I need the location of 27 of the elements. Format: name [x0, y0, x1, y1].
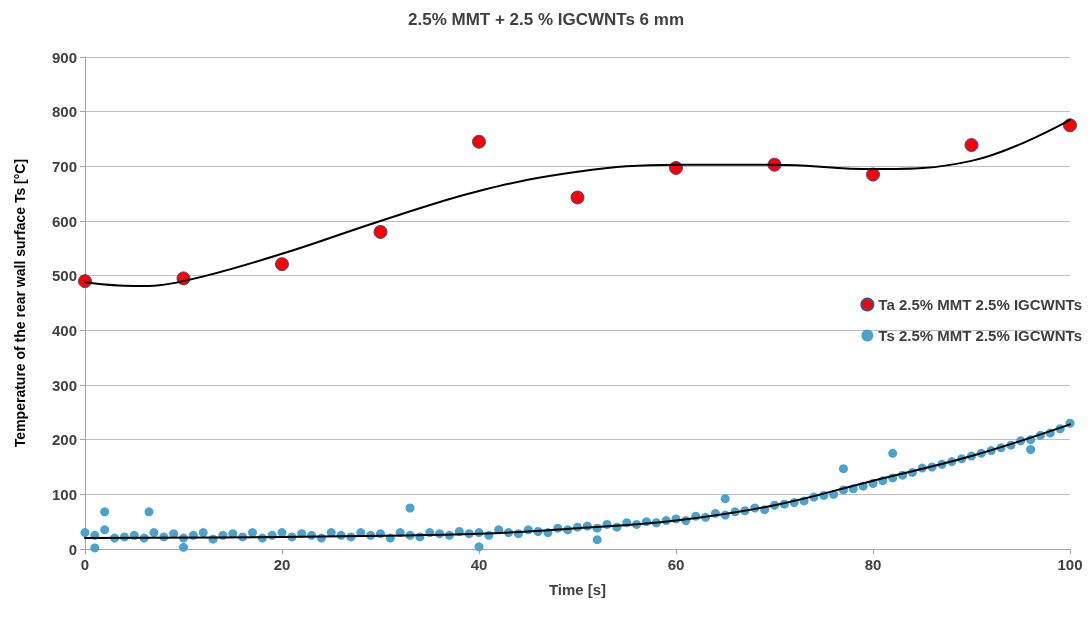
legend-label: Ts 2.5% MMT 2.5% IGCWNTs: [878, 327, 1083, 344]
y-tick-label: 200: [51, 431, 77, 449]
point: [964, 138, 979, 153]
y-tick-label: 700: [51, 157, 77, 175]
x-tick-label: 20: [273, 556, 291, 573]
point: [570, 190, 585, 205]
y-tick-label: 400: [51, 321, 77, 339]
y-tick-label: 500: [51, 267, 77, 285]
x-tick-label: 100: [1057, 556, 1083, 573]
y-tick-label: 0: [68, 540, 77, 558]
x-axis-title: Time [s]: [548, 581, 607, 598]
y-tick-label: 900: [51, 48, 77, 66]
chart-title: 2.5% MMT + 2.5 % IGCWNTs 6 mm: [407, 10, 685, 29]
y-axis-title: Temperature of the rear wall surface Ts [°C]: [12, 158, 28, 448]
point: [373, 224, 388, 239]
y-tick-label: 100: [51, 485, 77, 503]
x-tick-label: 40: [470, 556, 488, 573]
legend-label: Ta 2.5% MMT 2.5% IGCWNTs: [878, 296, 1083, 313]
x-tick-label: 60: [667, 556, 685, 573]
point: [1063, 118, 1077, 133]
y-tick-label: 800: [51, 103, 77, 121]
x-tick-label: 80: [864, 556, 882, 573]
point: [472, 134, 486, 149]
y-tick-label: 600: [51, 212, 77, 230]
x-tick-label: 0: [80, 556, 90, 573]
y-tick-label: 300: [51, 376, 77, 394]
point: [275, 257, 289, 272]
